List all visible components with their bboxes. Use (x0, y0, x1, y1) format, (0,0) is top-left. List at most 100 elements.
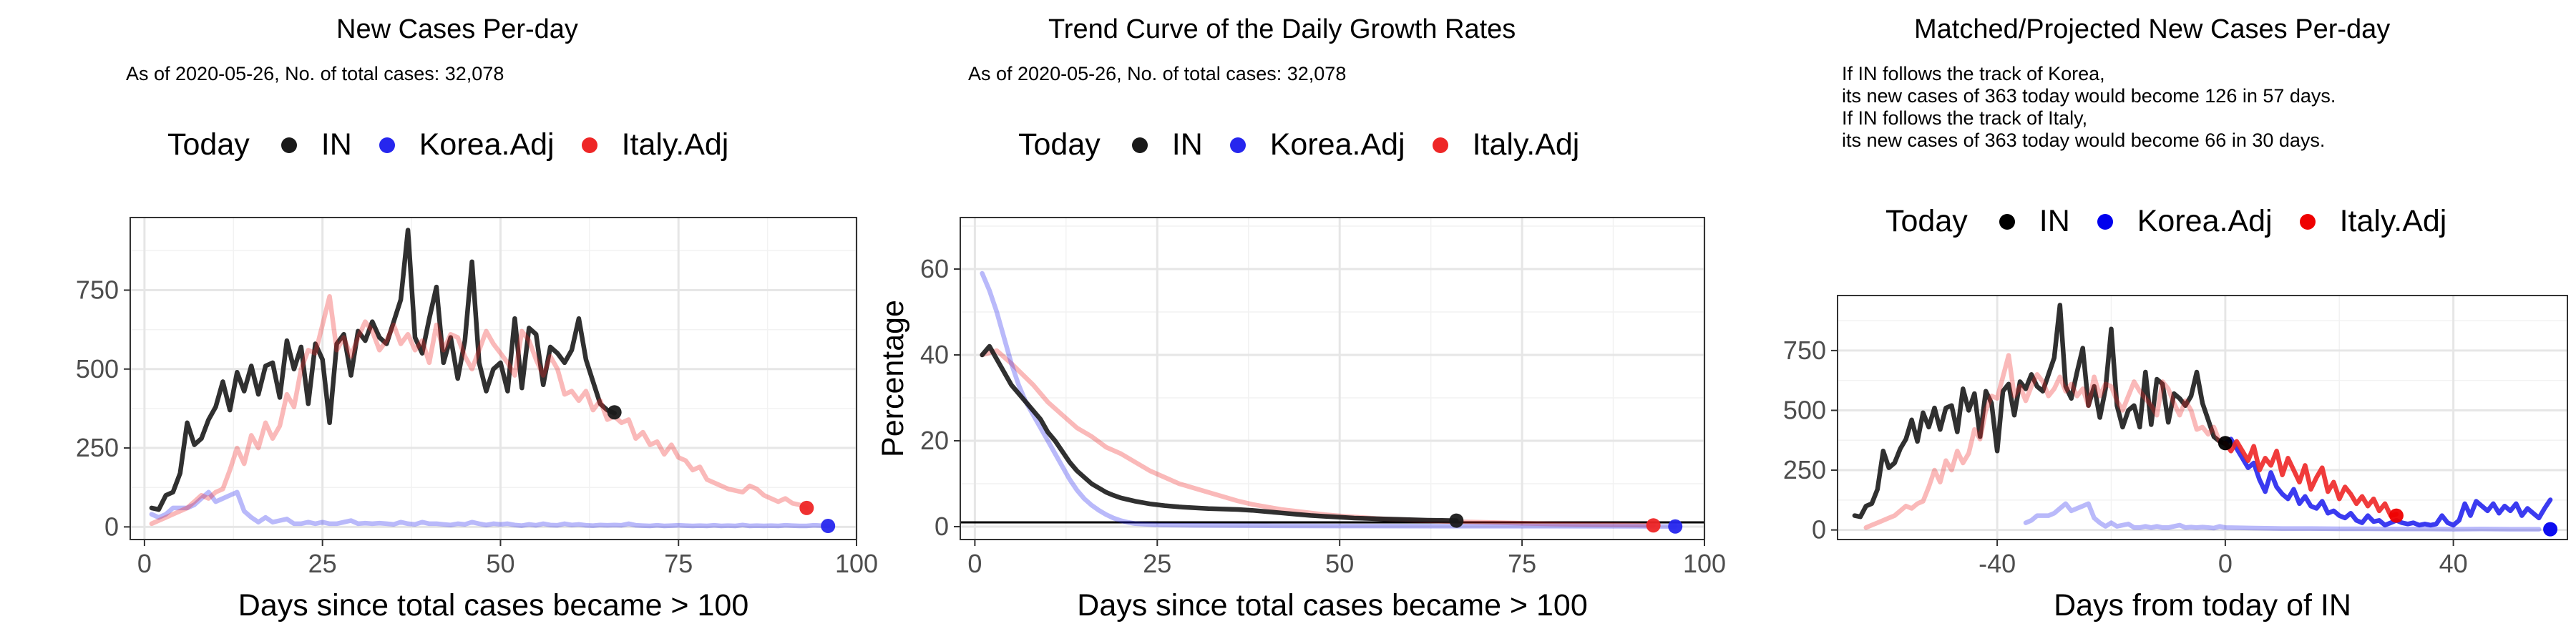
legend-item-in: IN (1131, 127, 1203, 162)
today-point-italy-adj (2389, 508, 2404, 523)
x-tick-label: 0 (2218, 549, 2233, 578)
x-tick-label: 0 (967, 549, 982, 578)
legend-item-in: IN (280, 127, 352, 162)
series-line-in (149, 228, 617, 512)
legend-dot-in (1999, 213, 2015, 230)
legend-item-italy: Italy.Adj (581, 127, 729, 162)
y-tick-label: 60 (920, 254, 949, 283)
chart-subtitle: As of 2020-05-26, No. of total cases: 32… (126, 63, 504, 84)
legend-dot-in (280, 137, 297, 153)
chart-title: Trend Curve of the Daily Growth Rates (1048, 14, 1516, 44)
chart-title: Matched/Projected New Cases Per-day (1914, 14, 2391, 44)
annotation-line: its new cases of 363 today would become … (1842, 130, 2326, 151)
today-point-in (607, 405, 622, 420)
x-tick-label: -40 (1979, 549, 2016, 578)
annotation-line: its new cases of 363 today would become … (1842, 85, 2336, 107)
legend-item-italy: Italy.Adj (2299, 204, 2447, 239)
annotation-line: If IN follows the track of Italy, (1842, 107, 2088, 129)
today-point-in (2218, 436, 2233, 451)
x-tick-label: 25 (1143, 549, 1171, 578)
x-tick-label: 40 (2439, 549, 2468, 578)
chart-new-cases-plot: 0 25 50 75 100 0 250 500 750 Days since total cas… (76, 217, 878, 623)
legend-dot-korea (379, 137, 395, 153)
legend-dot-korea (1229, 137, 1246, 153)
today-point-italy-adj (1646, 518, 1661, 533)
legend-label-in: IN (321, 127, 352, 162)
y-tick-label: 750 (76, 275, 119, 304)
y-tick-label: 750 (1783, 336, 1826, 365)
x-tick-label: 75 (664, 549, 693, 578)
series-line-korea-adj-projected (2223, 436, 2553, 528)
today-point-korea-adj (821, 519, 836, 534)
x-tick-label: 50 (486, 549, 514, 578)
legend-dot-in (1131, 137, 1148, 153)
today-point-italy-adj (799, 500, 814, 515)
y-tick-label: 40 (920, 340, 949, 369)
today-point-korea-adj (1668, 519, 1683, 534)
legend-label-in: IN (1171, 127, 1203, 162)
legend-item-italy: Italy.Adj (1432, 127, 1580, 162)
series-line-italy-adj-projected (2223, 439, 2399, 518)
y-tick-label: 250 (1783, 455, 1826, 484)
x-tick-label: 100 (1683, 549, 1726, 578)
plot-border (960, 217, 1705, 540)
panel-new-cases: New Cases Per-day As of 2020-05-26, No. … (0, 0, 878, 644)
chart-growth-rates-plot: 0 25 50 75 100 0 20 40 60 Days since total cases … (876, 217, 1726, 623)
panel-projected: Matched/Projected New Cases Per-day If I… (1717, 0, 2576, 644)
y-tick-label: 20 (920, 426, 949, 455)
legend-label-korea: Korea.Adj (2137, 204, 2273, 238)
legend-label-korea: Korea.Adj (1269, 127, 1405, 162)
series-line-italy-adj (149, 294, 809, 527)
plot-border (1837, 295, 2568, 540)
x-tick-label: 100 (835, 549, 878, 578)
series-line-korea-adj (149, 489, 831, 529)
legend-label-italy: Italy.Adj (621, 127, 729, 162)
series-line-in (1852, 303, 2228, 519)
legend-item-korea: Korea.Adj (1229, 127, 1405, 162)
series-line-italy-adj (980, 348, 1656, 528)
x-tick-label: 75 (1508, 549, 1536, 578)
legend: Today IN Korea.Adj Italy.Adj (1018, 127, 1606, 162)
legend-label-in: IN (2039, 204, 2070, 238)
x-axis-label: Days from today of IN (2054, 588, 2351, 623)
legend-label-korea: Korea.Adj (419, 127, 555, 162)
legend-dot-italy (1432, 137, 1448, 153)
y-tick-label: 0 (1812, 515, 1826, 545)
y-tick-label: 250 (76, 433, 119, 462)
plot-border (130, 217, 857, 540)
legend: Today IN Korea.Adj Italy.Adj (167, 127, 756, 162)
x-tick-label: 50 (1325, 549, 1354, 578)
today-point-korea-adj (2543, 522, 2558, 537)
series-line-korea-adj (980, 270, 1678, 529)
x-axis-label: Days since total cases became > 100 (1077, 588, 1587, 623)
x-tick-label: 0 (137, 549, 152, 578)
panel-growth-rates: Trend Curve of the Daily Growth Rates As… (859, 0, 1726, 644)
legend-dot-korea (2097, 213, 2113, 230)
series-line-italy-adj-matched (1863, 353, 2228, 530)
today-point-in (1449, 513, 1464, 528)
legend-item-korea: Korea.Adj (2097, 204, 2273, 239)
legend-title: Today (1885, 204, 1968, 238)
series-line-in (980, 343, 1459, 523)
series-line-korea-adj-matched (2023, 501, 2542, 532)
legend-label-italy: Italy.Adj (2339, 204, 2447, 238)
legend-item-korea: Korea.Adj (379, 127, 555, 162)
legend-item-in: IN (1999, 204, 2070, 239)
x-tick-label: 25 (308, 549, 337, 578)
legend-label-italy: Italy.Adj (1472, 127, 1580, 162)
chart-title: New Cases Per-day (336, 14, 578, 44)
chart-subtitle: As of 2020-05-26, No. of total cases: 32… (968, 63, 1347, 84)
y-axis-label: Percentage (876, 300, 910, 457)
legend-dot-italy (2299, 213, 2316, 230)
legend-title: Today (1018, 127, 1101, 162)
y-tick-label: 500 (76, 354, 119, 384)
chart-projected-plot: -40 0 40 0 250 500 750 Days from today of IN (1783, 295, 2568, 623)
y-tick-label: 0 (935, 512, 949, 541)
y-tick-label: 500 (1783, 395, 1826, 424)
legend-dot-italy (581, 137, 597, 153)
y-tick-label: 0 (104, 512, 119, 541)
legend: Today IN Korea.Adj Italy.Adj (1885, 204, 2474, 239)
annotation-block: If IN follows the track of Korea, its ne… (1842, 63, 2336, 152)
x-axis-label: Days since total cases became > 100 (238, 588, 748, 623)
annotation-line: If IN follows the track of Korea, (1842, 63, 2105, 84)
